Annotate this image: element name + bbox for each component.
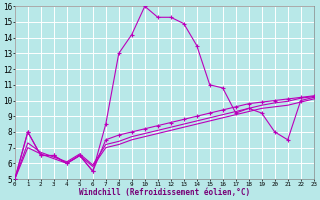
X-axis label: Windchill (Refroidissement éolien,°C): Windchill (Refroidissement éolien,°C)	[79, 188, 250, 197]
